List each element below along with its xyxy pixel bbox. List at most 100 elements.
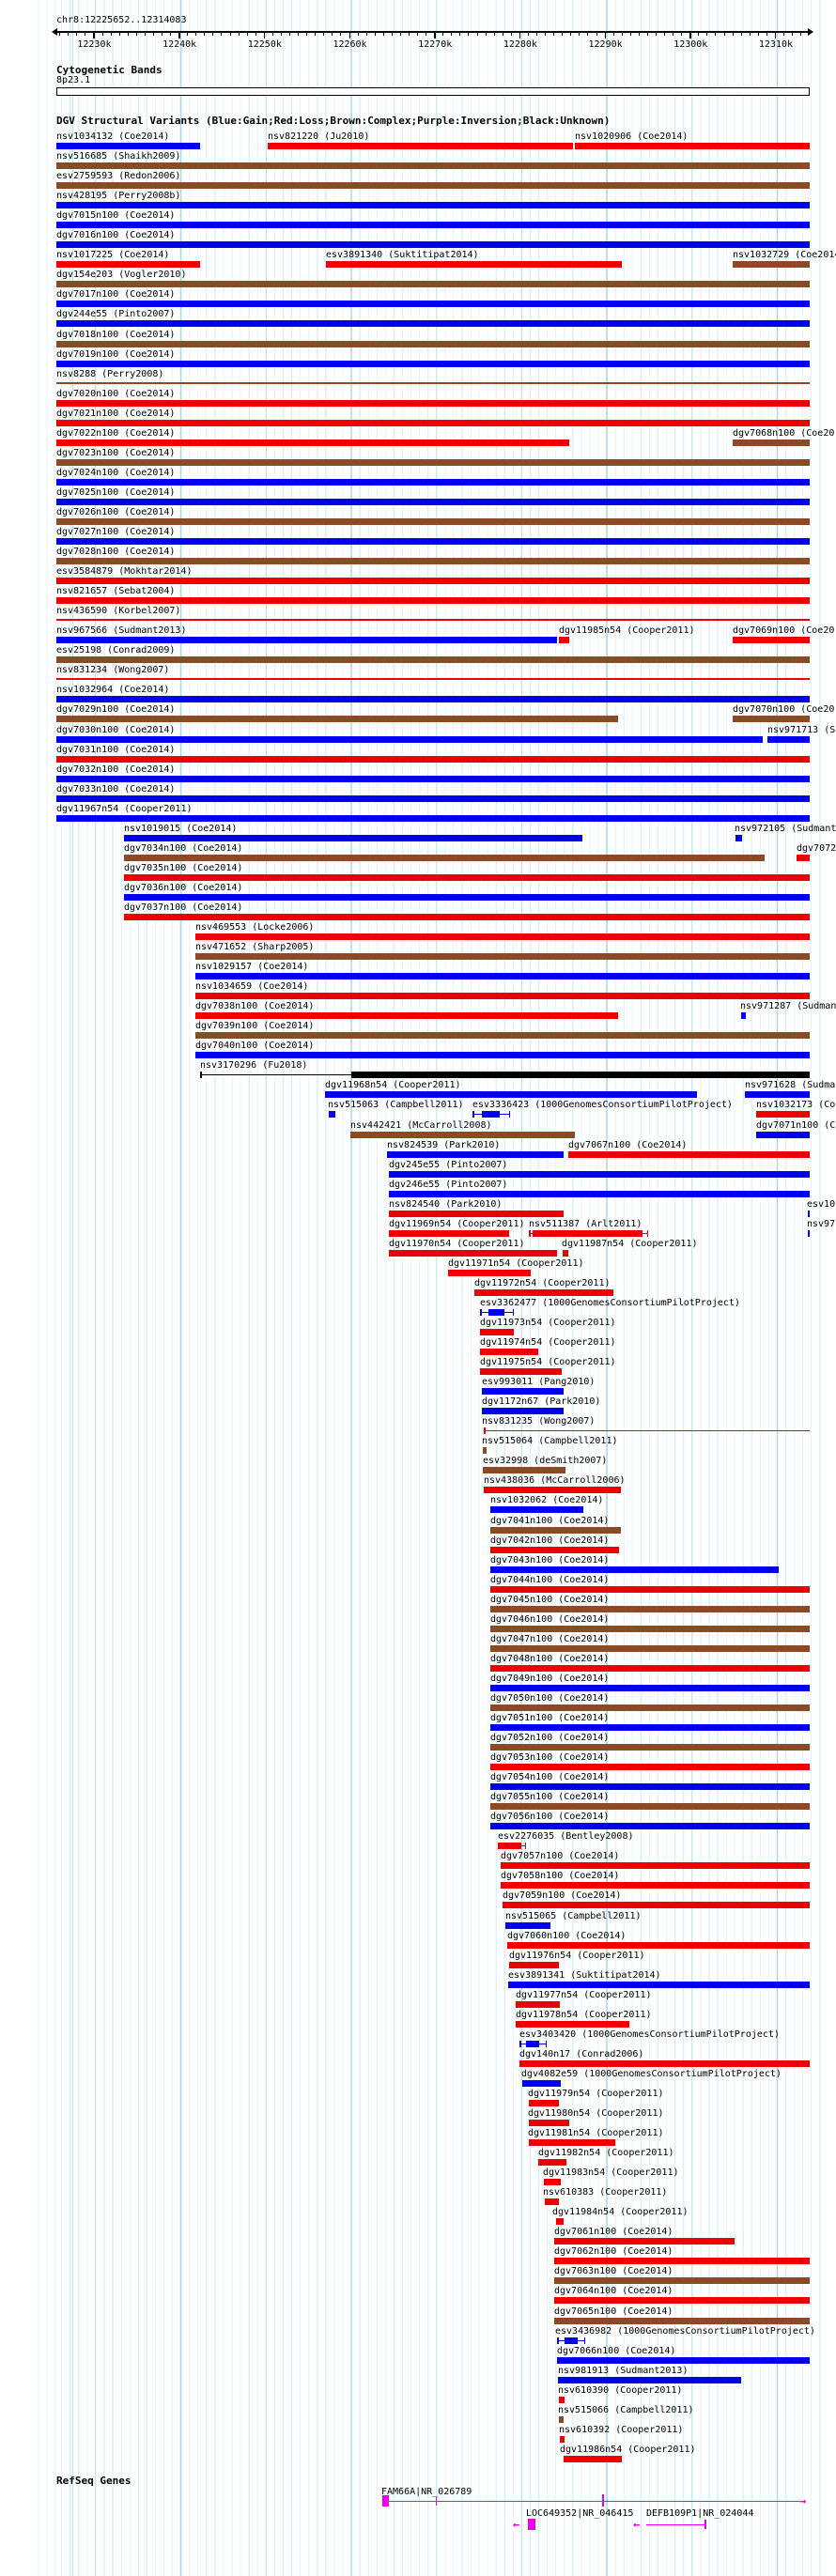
variant-bar[interactable] <box>733 440 810 446</box>
variant-bar[interactable] <box>329 1111 335 1118</box>
variant-bar[interactable] <box>533 1230 642 1237</box>
variant-bar[interactable] <box>56 795 810 802</box>
variant-bar[interactable] <box>741 1012 746 1019</box>
variant-label[interactable]: nsv438036 (McCarroll2006) <box>484 1475 626 1486</box>
variant-label[interactable]: esv25198 (Conrad2009) <box>56 645 176 656</box>
gene-label[interactable]: DEFB109P1|NR_024044 <box>646 2508 754 2519</box>
variant-bar[interactable] <box>195 1052 810 1058</box>
variant-whisker-tick[interactable] <box>519 2041 521 2047</box>
variant-bar[interactable] <box>490 1685 810 1691</box>
variant-bar[interactable] <box>544 2179 561 2185</box>
variant-label[interactable]: nsv610392 (Cooper2011) <box>559 2425 684 2435</box>
variant-bar[interactable] <box>56 382 810 384</box>
variant-label[interactable]: dgv7070n100 (Coe20 <box>733 704 835 715</box>
variant-label[interactable]: dgv11986n54 (Cooper2011) <box>560 2445 696 2455</box>
variant-label[interactable]: nsv821657 (Sebat2004) <box>56 586 176 596</box>
variant-label[interactable]: nsv967566 (Sudmant2013) <box>56 625 187 636</box>
variant-bar[interactable] <box>735 835 742 841</box>
variant-label[interactable]: dgv7050n100 (Coe2014) <box>490 1693 610 1704</box>
variant-bar[interactable] <box>490 1645 810 1652</box>
variant-label[interactable]: nsv516685 (Shaikh2009) <box>56 151 181 162</box>
variant-label[interactable]: dgv7058n100 (Coe2014) <box>501 1871 620 1881</box>
variant-bar[interactable] <box>559 637 569 643</box>
variant-label[interactable]: dgv7044n100 (Coe2014) <box>490 1575 610 1585</box>
variant-bar[interactable] <box>509 1962 559 1968</box>
variant-bar[interactable] <box>195 933 810 940</box>
variant-bar[interactable] <box>756 1111 810 1118</box>
variant-label[interactable]: dgv11969n54 (Cooper2011) <box>389 1219 525 1229</box>
variant-bar[interactable] <box>56 815 810 822</box>
variant-bar[interactable] <box>474 1289 613 1296</box>
variant-bar[interactable] <box>448 1270 531 1276</box>
variant-label[interactable]: dgv7061n100 (Coe2014) <box>554 2227 673 2237</box>
variant-bar[interactable] <box>808 1230 810 1237</box>
variant-bar[interactable] <box>124 894 810 901</box>
variant-bar[interactable] <box>482 1388 564 1395</box>
variant-label[interactable]: dgv7056n100 (Coe2014) <box>490 1812 610 1822</box>
variant-bar[interactable] <box>733 716 810 722</box>
variant-label[interactable]: nsv428195 (Perry2008b) <box>56 191 181 201</box>
variant-bar[interactable] <box>490 1547 619 1553</box>
variant-bar[interactable] <box>387 1151 564 1158</box>
variant-label[interactable]: nsv515063 (Campbell2011) <box>328 1100 464 1110</box>
variant-bar[interactable] <box>490 1764 810 1770</box>
variant-bar[interactable] <box>538 2159 566 2166</box>
variant-bar[interactable] <box>554 2277 810 2284</box>
variant-label[interactable]: dgv7036n100 (Coe2014) <box>124 883 243 893</box>
variant-bar[interactable] <box>559 2416 564 2423</box>
variant-label[interactable]: dgv7045n100 (Coe2014) <box>490 1595 610 1605</box>
variant-label[interactable]: dgv7055n100 (Coe2014) <box>490 1792 610 1802</box>
variant-bar[interactable] <box>124 874 810 881</box>
variant-bar[interactable] <box>529 2120 569 2126</box>
variant-label[interactable]: dgv11971n54 (Cooper2011) <box>448 1258 584 1269</box>
variant-label[interactable]: dgv7063n100 (Coe2014) <box>554 2266 673 2276</box>
variant-label[interactable]: esv3891341 (Suktitipat2014) <box>508 1970 661 1981</box>
variant-bar[interactable] <box>56 678 810 680</box>
variant-label[interactable]: dgv7032n100 (Coe2014) <box>56 764 176 775</box>
variant-bar[interactable] <box>56 578 810 584</box>
variant-whisker-tick[interactable] <box>545 2041 547 2047</box>
variant-label[interactable]: esv10 <box>807 1199 836 1210</box>
variant-label[interactable]: dgv11977n54 (Cooper2011) <box>516 1990 652 2000</box>
variant-bar[interactable] <box>557 2357 810 2364</box>
variant-label[interactable]: nsv821220 (Ju2010) <box>268 131 370 142</box>
gene-exon-tick[interactable] <box>602 2494 604 2507</box>
variant-label[interactable]: dgv7060n100 (Coe2014) <box>507 1931 627 1941</box>
variant-bar[interactable] <box>480 1329 514 1335</box>
variant-label[interactable]: dgv11985n54 (Cooper2011) <box>559 625 695 636</box>
variant-label[interactable]: dgv11982n54 (Cooper2011) <box>538 2148 674 2158</box>
variant-label[interactable]: dgv4082e59 (1000GenomesConsortiumPilotPr… <box>521 2069 782 2079</box>
variant-bar[interactable] <box>745 1091 810 1098</box>
variant-bar[interactable] <box>56 736 763 743</box>
variant-bar[interactable] <box>797 855 810 861</box>
variant-label[interactable]: dgv11976n54 (Cooper2011) <box>509 1951 645 1961</box>
variant-label[interactable]: dgv7022n100 (Coe2014) <box>56 428 176 439</box>
variant-bar[interactable] <box>488 1309 504 1316</box>
variant-bar[interactable] <box>56 162 810 169</box>
variant-label[interactable]: dgv245e55 (Pinto2007) <box>389 1160 508 1170</box>
variant-label[interactable]: dgv7027n100 (Coe2014) <box>56 527 176 537</box>
variant-label[interactable]: dgv7024n100 (Coe2014) <box>56 468 176 478</box>
variant-label[interactable]: dgv11978n54 (Cooper2011) <box>516 2010 652 2020</box>
variant-label[interactable]: nsv610383 (Cooper2011) <box>543 2187 668 2198</box>
variant-label[interactable]: dgv7017n100 (Coe2014) <box>56 289 176 300</box>
variant-bar[interactable] <box>56 440 569 446</box>
variant-whisker-tick[interactable] <box>480 1309 482 1316</box>
variant-label[interactable]: nsv824540 (Park2010) <box>389 1199 503 1210</box>
variant-label[interactable]: dgv7064n100 (Coe2014) <box>554 2286 673 2296</box>
variant-label[interactable]: esv3436982 (1000GenomesConsortiumPilotPr… <box>555 2326 815 2337</box>
variant-bar[interactable] <box>556 2218 564 2225</box>
variant-label[interactable]: dgv11968n54 (Cooper2011) <box>325 1080 461 1090</box>
variant-bar[interactable] <box>195 973 810 979</box>
variant-label[interactable]: nsv1020906 (Coe2014) <box>575 131 689 142</box>
variant-label[interactable]: dgv7052n100 (Coe2014) <box>490 1733 610 1743</box>
variant-label[interactable]: dgv7020n100 (Coe2014) <box>56 389 176 399</box>
variant-label[interactable]: dgv7062n100 (Coe2014) <box>554 2246 673 2257</box>
variant-bar[interactable] <box>498 1843 521 1849</box>
variant-whisker-tick[interactable] <box>557 2337 559 2344</box>
variant-bar[interactable] <box>195 993 810 999</box>
variant-bar[interactable] <box>484 1429 810 1431</box>
variant-label[interactable]: dgv11984n54 (Cooper2011) <box>552 2207 689 2217</box>
variant-bar[interactable] <box>56 301 810 307</box>
variant-label[interactable]: dgv7030n100 (Coe2014) <box>56 725 176 735</box>
